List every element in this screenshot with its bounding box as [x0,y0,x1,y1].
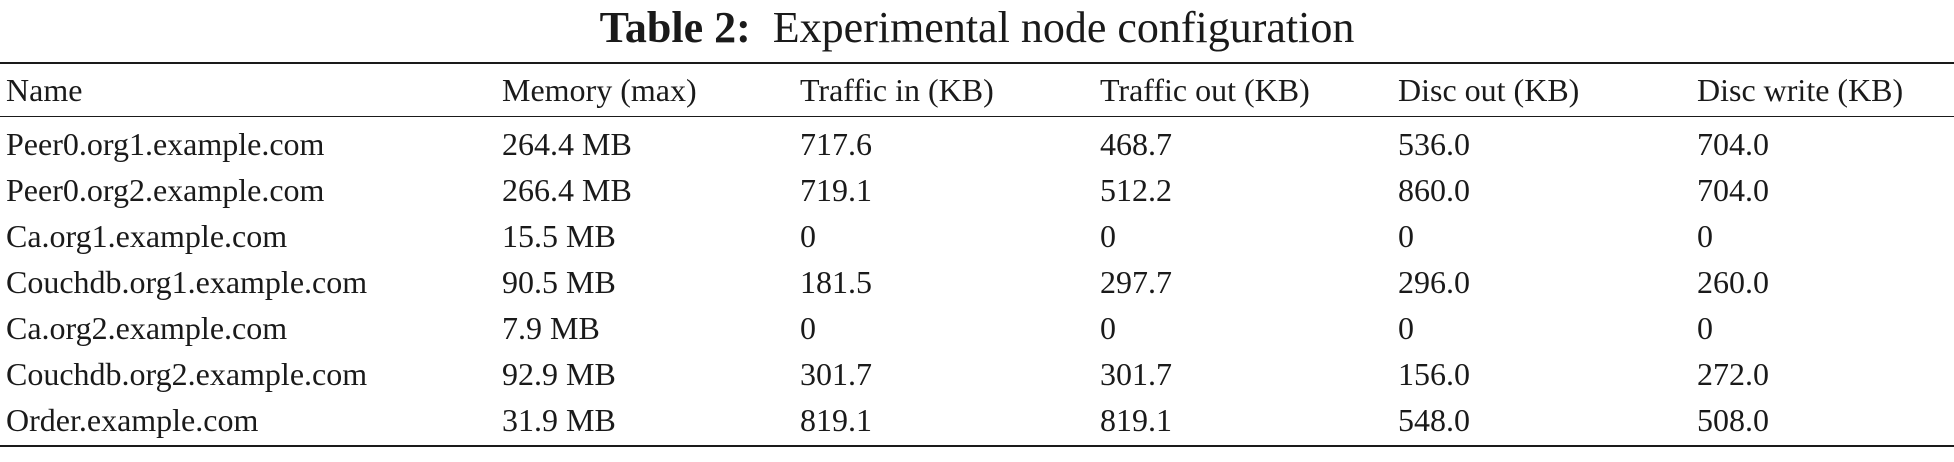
cell-disc-out: 536.0 [1398,126,1470,162]
table-row: Peer0.org2.example.com 266.4 MB 719.1 51… [0,167,1954,213]
cell-traffic-in: 819.1 [800,402,872,438]
cell-name: Couchdb.org2.example.com [6,356,368,392]
table-header-row: Name Memory (max) Traffic in (KB) Traffi… [0,64,1954,116]
cell-name: Ca.org1.example.com [6,218,288,254]
table-caption-label: Table 2: [599,3,751,52]
table-row: Order.example.com 31.9 MB 819.1 819.1 54… [0,397,1954,443]
cell-disc-write: 508.0 [1697,402,1769,438]
header-disc-out: Disc out (KB) [1398,72,1580,108]
node-configuration-table: Name Memory (max) Traffic in (KB) Traffi… [0,62,1954,447]
cell-disc-out: 156.0 [1398,356,1470,392]
header-traffic-in: Traffic in (KB) [800,72,994,108]
header-memory: Memory (max) [502,72,697,108]
table-top-rule [0,62,1954,64]
cell-memory: 15.5 MB [502,218,616,254]
table-caption-text: Experimental node configuration [772,3,1355,52]
cell-name: Peer0.org2.example.com [6,172,325,208]
cell-memory: 31.9 MB [502,402,616,438]
cell-disc-write: 0 [1697,310,1713,346]
cell-traffic-in: 0 [800,310,816,346]
cell-name: Order.example.com [6,402,259,438]
table-caption: Table 2: Experimental node configuration [0,0,1954,54]
cell-name: Ca.org2.example.com [6,310,288,346]
cell-memory: 266.4 MB [502,172,632,208]
cell-traffic-out: 512.2 [1100,172,1172,208]
cell-traffic-in: 719.1 [800,172,872,208]
cell-disc-write: 704.0 [1697,126,1769,162]
table-row: Couchdb.org2.example.com 92.9 MB 301.7 3… [0,351,1954,397]
cell-disc-out: 0 [1398,218,1414,254]
cell-disc-write: 260.0 [1697,264,1769,300]
cell-memory: 7.9 MB [502,310,600,346]
cell-memory: 92.9 MB [502,356,616,392]
cell-traffic-in: 301.7 [800,356,872,392]
cell-memory: 90.5 MB [502,264,616,300]
cell-disc-write: 0 [1697,218,1713,254]
header-disc-write: Disc write (KB) [1697,72,1904,108]
table-header-rule [0,116,1954,117]
header-name: Name [6,72,83,108]
cell-traffic-out: 297.7 [1100,264,1172,300]
cell-disc-out: 548.0 [1398,402,1470,438]
cell-disc-out: 0 [1398,310,1414,346]
table-row: Ca.org2.example.com 7.9 MB 0 0 0 0 [0,305,1954,351]
cell-name: Peer0.org1.example.com [6,126,325,162]
cell-traffic-in: 181.5 [800,264,872,300]
cell-traffic-out: 0 [1100,310,1116,346]
table-row: Couchdb.org1.example.com 90.5 MB 181.5 2… [0,259,1954,305]
cell-traffic-in: 0 [800,218,816,254]
cell-memory: 264.4 MB [502,126,632,162]
table-row: Peer0.org1.example.com 264.4 MB 717.6 46… [0,121,1954,167]
cell-disc-write: 704.0 [1697,172,1769,208]
cell-traffic-out: 468.7 [1100,126,1172,162]
table-row: Ca.org1.example.com 15.5 MB 0 0 0 0 [0,213,1954,259]
cell-traffic-in: 717.6 [800,126,872,162]
cell-traffic-out: 819.1 [1100,402,1172,438]
cell-traffic-out: 301.7 [1100,356,1172,392]
table-bottom-rule [0,445,1954,447]
cell-disc-out: 860.0 [1398,172,1470,208]
cell-disc-out: 296.0 [1398,264,1470,300]
cell-name: Couchdb.org1.example.com [6,264,368,300]
cell-disc-write: 272.0 [1697,356,1769,392]
header-traffic-out: Traffic out (KB) [1100,72,1310,108]
cell-traffic-out: 0 [1100,218,1116,254]
table-body: Peer0.org1.example.com 264.4 MB 717.6 46… [0,117,1954,445]
